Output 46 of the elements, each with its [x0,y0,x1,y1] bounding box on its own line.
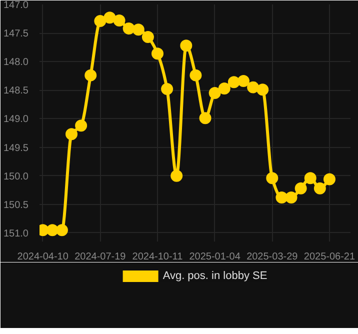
point [122,22,135,34]
x-tick-label: 2024-10-11 [132,252,184,262]
legend-label: Avg. pos. in lobby SE [162,270,268,282]
x-tick-label: 2024-04-10 [17,252,69,262]
y-tick-label: 147.0 [3,0,29,11]
point [314,182,326,194]
x-tick-label: 2024-07-19 [74,252,126,262]
point [46,224,58,236]
point [247,81,260,94]
y-tick-label: 148.0 [3,57,29,68]
point [276,192,288,204]
point [75,120,88,132]
x-tick-label: 2025-01-04 [189,252,241,262]
point [256,84,269,96]
point [66,128,78,140]
y-tick-label: 151.0 [3,228,29,240]
point [94,15,106,28]
point [152,48,164,60]
point [294,182,307,194]
point [237,75,250,88]
point [266,172,278,184]
y-tick-label: 150.0 [3,171,29,182]
point [304,172,316,184]
x-tick-label: 2025-06-21 [304,252,356,262]
point [180,40,192,52]
point [104,12,116,24]
point [84,69,97,82]
point [113,14,126,26]
point [285,192,298,204]
point [161,83,174,96]
y-tick-label: 148.5 [3,86,29,97]
point [208,87,221,100]
point [170,170,183,182]
point [190,69,202,82]
point [56,224,68,236]
point [323,173,336,186]
x-tick-label: 2025-03-29 [246,252,298,262]
point [132,24,144,36]
y-tick-label: 150.5 [3,200,29,211]
point [228,76,240,88]
point [218,82,230,94]
y-tick-label: 149.0 [3,114,29,126]
y-tick-label: 147.5 [3,28,29,40]
point [142,31,154,44]
point [199,112,212,124]
y-tick-label: 149.5 [3,142,29,154]
